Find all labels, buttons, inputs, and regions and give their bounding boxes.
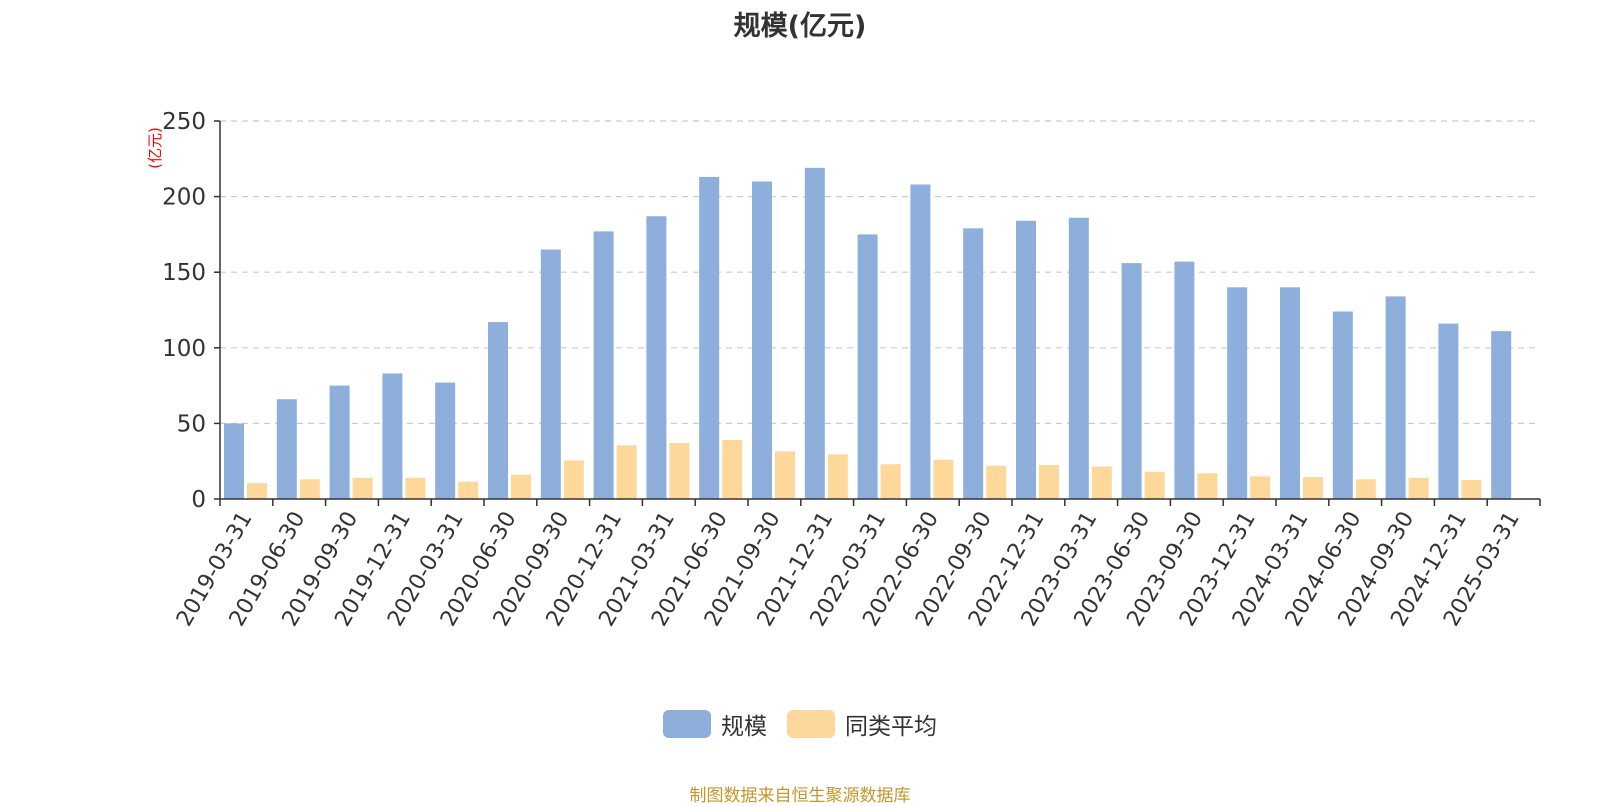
bar-scale — [1016, 220, 1036, 500]
bar-scale — [699, 176, 720, 499]
bar-peer-average — [1355, 479, 1376, 499]
bar-peer-average — [1091, 466, 1112, 499]
bar-scale — [1068, 217, 1089, 499]
bar-scale — [857, 234, 878, 499]
legend-item-scale[interactable]: 规模 — [663, 707, 767, 741]
bar-scale — [1280, 287, 1300, 499]
bar-scale — [382, 373, 403, 499]
bar-peer-average — [722, 440, 743, 499]
bar-scale — [540, 249, 561, 499]
y-tick-label: 150 — [162, 260, 206, 286]
bar-scale — [1438, 323, 1459, 499]
bar-peer-average — [1461, 480, 1482, 499]
bar-peer-average — [933, 459, 954, 499]
bar-peer-average — [827, 454, 848, 499]
bar-scale — [435, 382, 456, 499]
bar-peer-average — [775, 451, 795, 499]
legend: 规模 同类平均 — [0, 707, 1600, 741]
bar-scale — [646, 216, 667, 500]
bar-peer-average — [880, 464, 901, 499]
bar-peer-average — [405, 477, 426, 499]
legend-item-peer-average[interactable]: 同类平均 — [787, 707, 937, 741]
bar-chart: 0501001502002502019-03-312019-06-302019-… — [146, 109, 1541, 631]
bar-scale — [1491, 331, 1512, 499]
bar-peer-average — [1197, 473, 1218, 499]
bar-scale — [593, 231, 614, 499]
y-axis-unit-label: (亿元) — [146, 127, 164, 169]
bar-scale — [963, 228, 984, 500]
bar-scale — [1121, 263, 1142, 499]
bar-peer-average — [616, 445, 637, 499]
bars — [224, 167, 1512, 500]
chart-title: 规模(亿元) — [733, 11, 867, 42]
legend-label-scale: 规模 — [721, 714, 767, 740]
bar-scale — [1385, 296, 1406, 499]
legend-swatch-scale — [663, 710, 711, 738]
bar-peer-average — [352, 477, 373, 499]
y-tick-label: 50 — [177, 411, 206, 437]
legend-swatch-peer-average — [787, 710, 835, 738]
bar-scale — [1332, 311, 1353, 499]
bar-peer-average — [1408, 477, 1429, 499]
y-tick-label: 0 — [191, 487, 206, 513]
bar-peer-average — [563, 460, 584, 499]
source-note: 制图数据来自恒生聚源数据库 — [689, 786, 911, 806]
bar-scale — [329, 385, 350, 499]
bar-peer-average — [1039, 464, 1059, 499]
bar-peer-average — [1144, 471, 1165, 499]
bar-scale — [276, 399, 297, 499]
bar-scale — [488, 322, 508, 499]
bar-peer-average — [299, 479, 320, 499]
bar-peer-average — [986, 465, 1007, 499]
bar-scale — [910, 184, 931, 499]
bar-scale — [752, 181, 772, 500]
bar-scale — [224, 423, 244, 499]
bar-scale — [1227, 287, 1248, 499]
legend-label-peer-average: 同类平均 — [845, 714, 937, 740]
bar-scale — [804, 167, 825, 499]
bar-scale — [1174, 261, 1195, 499]
bar-peer-average — [247, 483, 267, 499]
bar-peer-average — [1250, 476, 1271, 499]
bar-peer-average — [1303, 477, 1323, 499]
y-tick-label: 200 — [162, 185, 206, 211]
y-tick-label: 250 — [162, 109, 206, 135]
bar-peer-average — [511, 474, 531, 499]
y-tick-label: 100 — [162, 336, 206, 362]
bar-peer-average — [458, 481, 479, 499]
bar-peer-average — [669, 443, 690, 499]
